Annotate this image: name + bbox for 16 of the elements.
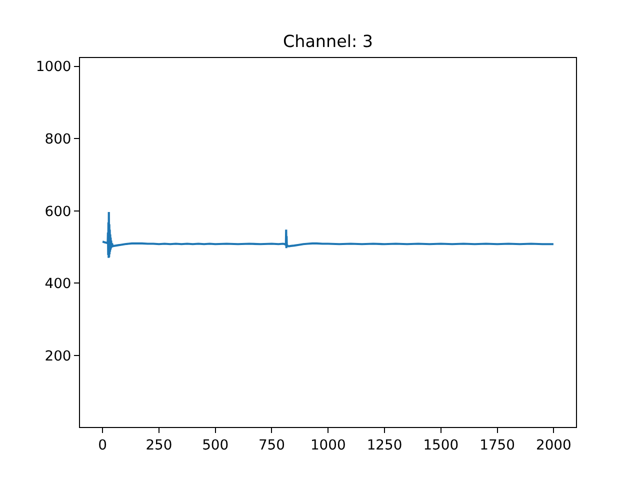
- x-tick-label: 1500: [423, 438, 459, 454]
- y-tick-label: 1000: [36, 59, 72, 76]
- line-series: [102, 210, 554, 259]
- x-tick-label: 500: [202, 438, 229, 454]
- chart-title: Channel: 3: [282, 30, 374, 51]
- x-tick-label: 1250: [366, 438, 402, 454]
- y-tick-label: 400: [44, 276, 72, 292]
- x-tick-label: 250: [146, 438, 172, 454]
- y-tick-label: 800: [44, 131, 72, 148]
- x-tick-label: 2000: [536, 438, 572, 454]
- x-tick-label: 0: [98, 438, 107, 454]
- y-tick-label: 200: [44, 348, 72, 364]
- x-tick-label: 1750: [480, 438, 515, 454]
- y-tick-label: 600: [44, 204, 72, 220]
- x-tick-label: 750: [258, 438, 285, 454]
- x-tick-label: 1000: [310, 438, 346, 454]
